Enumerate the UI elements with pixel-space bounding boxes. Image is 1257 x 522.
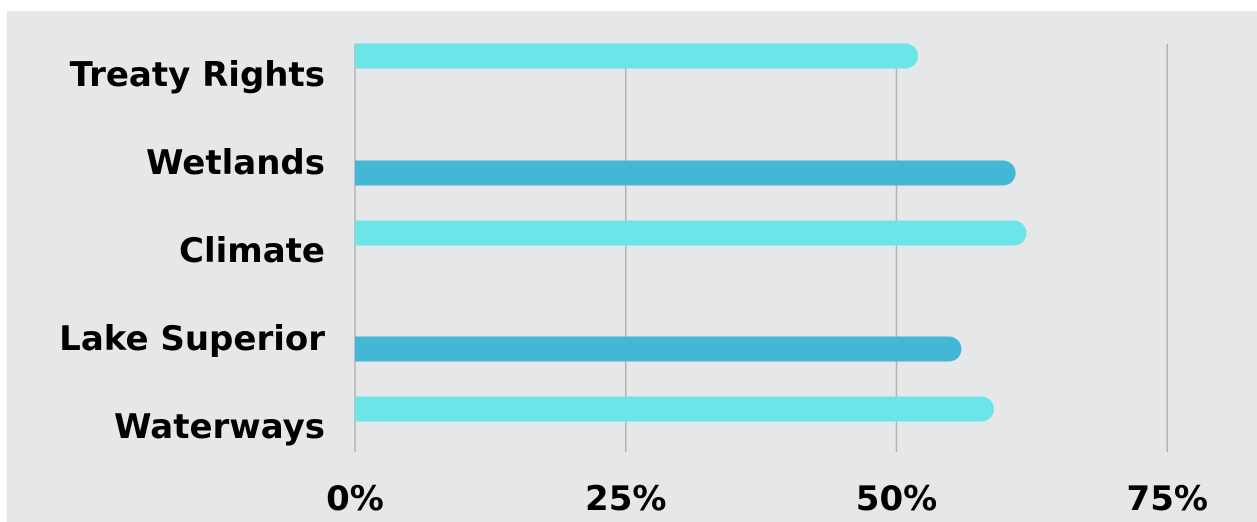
x-tick-label-3: 75%: [1127, 479, 1208, 519]
gridlines: [354, 44, 1168, 452]
x-tick-labels: 0% 25% 50% 75%: [326, 479, 1208, 519]
category-label-waterways: Waterways: [114, 407, 325, 447]
bar-cap-0: [355, 43, 380, 69]
x-tick-label-0: 0%: [326, 479, 384, 519]
x-tick-label-1: 25%: [585, 479, 666, 519]
bars: [355, 43, 1027, 422]
bar-cap-1: [355, 160, 380, 186]
bar-lake-superior: [355, 336, 962, 362]
bar-climate: [355, 220, 1027, 246]
chart-panel: [7, 11, 1257, 522]
bar-cap-3: [355, 336, 380, 362]
bar-wetlands: [355, 160, 1016, 186]
bar-cap-2: [355, 220, 380, 246]
bar-waterways: [355, 396, 994, 422]
bar-cap-4: [355, 396, 380, 422]
bar-treaty-rights: [355, 43, 919, 69]
category-label-lake-superior: Lake Superior: [59, 319, 325, 359]
category-label-climate: Climate: [179, 231, 325, 271]
x-tick-label-2: 50%: [856, 479, 937, 519]
category-label-wetlands: Wetlands: [146, 143, 325, 183]
category-labels: Treaty Rights Wetlands Climate Lake Superio…: [59, 55, 325, 447]
category-label-treaty-rights: Treaty Rights: [70, 55, 325, 95]
